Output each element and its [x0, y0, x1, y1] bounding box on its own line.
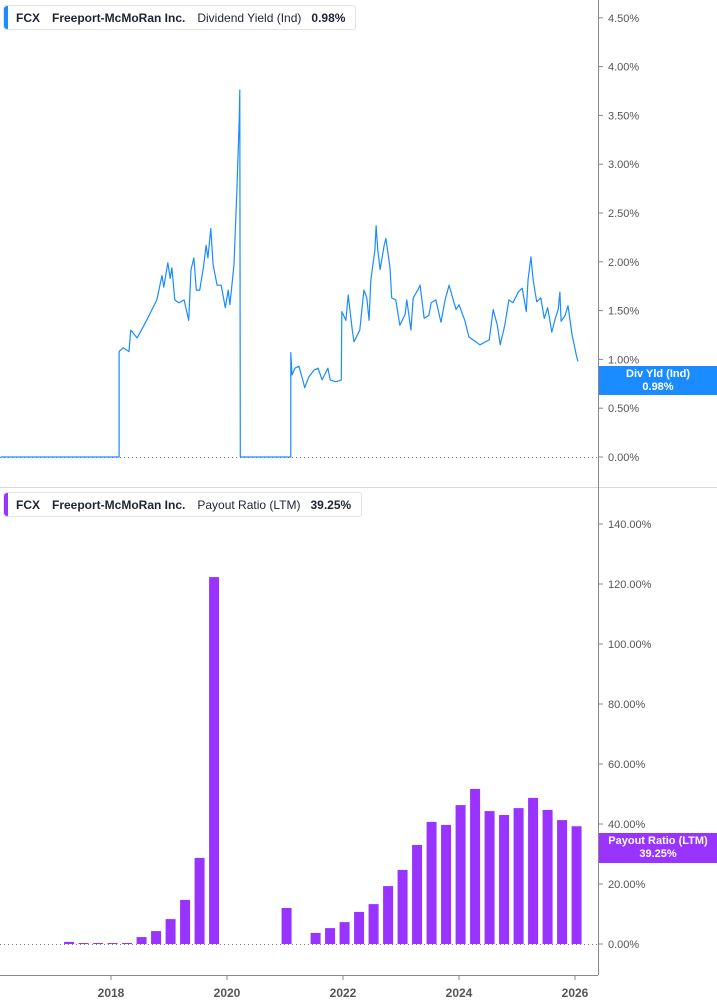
- y-tick-label: 4.50%: [608, 13, 639, 25]
- legend-company: Freeport-McMoRan Inc.: [52, 10, 186, 25]
- payout-bar: [209, 577, 220, 944]
- payout-bar: [557, 820, 568, 944]
- payout-bar: [194, 857, 205, 944]
- y-tick-label: 0.00%: [608, 939, 639, 951]
- series-color-swatch: [4, 493, 8, 516]
- legend-value: 0.98%: [311, 10, 346, 25]
- payout-bar: [426, 821, 437, 944]
- legend-company: Freeport-McMoRan Inc.: [52, 497, 186, 512]
- legend-value: 39.25%: [310, 497, 352, 512]
- payout-bar: [136, 937, 147, 944]
- top-legend: FCX Freeport-McMoRan Inc. Dividend Yield…: [3, 5, 357, 30]
- x-tick-label: 2026: [562, 986, 589, 1000]
- y-tick-label: 80.00%: [608, 699, 646, 711]
- y-tick-label: 0.50%: [608, 403, 639, 415]
- tag-label: Payout Ratio (LTM): [608, 835, 708, 847]
- y-tick-label: 2.00%: [608, 257, 639, 269]
- payout-bar: [528, 797, 539, 944]
- x-tick-label: 2024: [446, 986, 473, 1000]
- x-tick-label: 2018: [98, 986, 125, 1000]
- y-tick-label: 4.00%: [608, 62, 639, 74]
- legend-metric: Payout Ratio (LTM): [197, 497, 301, 512]
- payout-bar: [78, 943, 89, 944]
- payout-bar: [455, 805, 466, 944]
- y-tick-label: 120.00%: [608, 579, 652, 591]
- tag-value: 39.25%: [639, 848, 677, 860]
- legend-ticker: FCX: [16, 497, 40, 512]
- current-payout-tag: Payout Ratio (LTM) 39.25%: [599, 833, 717, 863]
- payout-bar: [151, 931, 162, 944]
- payout-bar: [571, 826, 582, 944]
- y-tick-label: 1.00%: [608, 354, 639, 366]
- y-tick-label: 140.00%: [608, 519, 652, 531]
- payout-bar: [339, 922, 350, 944]
- payout-bar: [354, 911, 365, 944]
- payout-bar: [513, 808, 524, 944]
- payout-bar: [397, 869, 408, 944]
- payout-bar: [412, 845, 423, 944]
- y-tick-label: 3.00%: [608, 159, 639, 171]
- current-yield-tag: Div Yld (Ind) 0.98%: [599, 366, 717, 395]
- y-tick-label: 20.00%: [608, 879, 646, 891]
- tag-label: Div Yld (Ind): [626, 368, 690, 380]
- y-tick-label: 1.50%: [608, 306, 639, 318]
- y-tick-label: 40.00%: [608, 819, 646, 831]
- dividend-yield-line: [0, 89, 579, 458]
- payout-bar: [325, 928, 336, 944]
- legend-ticker: FCX: [16, 10, 40, 25]
- payout-bar: [383, 886, 394, 944]
- y-tick-label: 2.50%: [608, 208, 639, 220]
- x-tick-label: 2020: [214, 986, 241, 1000]
- payout-bar: [122, 943, 133, 944]
- payout-bar: [441, 824, 452, 944]
- payout-bar: [107, 943, 118, 944]
- payout-bar: [281, 908, 292, 944]
- y-tick-label: 60.00%: [608, 759, 646, 771]
- payout-bar: [470, 788, 481, 944]
- payout-bar: [310, 932, 321, 944]
- bottom-legend: FCX Freeport-McMoRan Inc. Payout Ratio (…: [3, 492, 363, 517]
- series-color-swatch: [4, 6, 8, 29]
- y-tick-label: 0.00%: [608, 452, 639, 464]
- legend-metric: Dividend Yield (Ind): [197, 10, 302, 25]
- payout-bar: [165, 919, 176, 944]
- payout-bar: [64, 941, 75, 944]
- tag-value: 0.98%: [642, 381, 674, 393]
- payout-bar: [499, 815, 510, 944]
- payout-bar: [368, 904, 379, 944]
- payout-bar: [93, 943, 104, 944]
- payout-bar: [542, 809, 553, 944]
- y-tick-label: 100.00%: [608, 639, 652, 651]
- x-tick-label: 2022: [330, 986, 357, 1000]
- y-tick-label: 3.50%: [608, 110, 639, 122]
- payout-bar: [484, 811, 495, 944]
- payout-bar: [180, 899, 191, 944]
